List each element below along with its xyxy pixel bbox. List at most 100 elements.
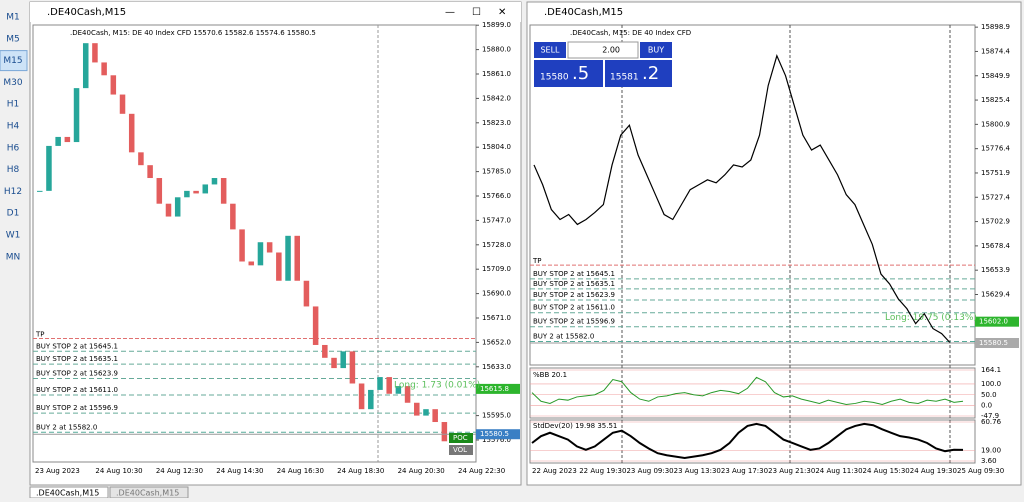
candle — [211, 178, 218, 185]
timeframe-button[interactable]: W1 — [6, 231, 21, 241]
price-label: 15776.4 — [981, 145, 1010, 153]
ask-box[interactable] — [605, 60, 672, 87]
sd-panel — [529, 419, 976, 464]
ask-small: .2 — [642, 63, 659, 84]
price-label: 15874.4 — [981, 47, 1010, 55]
candle — [230, 203, 236, 230]
sell-button[interactable] — [534, 42, 566, 58]
time-label: 24 Aug 18:30 — [337, 467, 384, 475]
price-label: 15747.0 — [482, 216, 511, 224]
price-label: 15709.0 — [482, 265, 511, 273]
price-label: 15690.0 — [482, 290, 511, 298]
candle — [202, 184, 209, 194]
order-label: BUY STOP 2 at 15635.1 — [533, 280, 615, 288]
indicator-line — [531, 376, 964, 406]
close[interactable]: ✕ — [498, 7, 506, 18]
candle — [432, 409, 438, 423]
candle — [46, 145, 52, 191]
chart-info: .DE40Cash, M15: DE 40 Index CFD — [570, 29, 691, 37]
bid-big: 15580 — [540, 73, 569, 83]
time-label: 24 Aug 16:30 — [277, 467, 324, 475]
price-label: 15727.4 — [981, 193, 1010, 201]
candle — [165, 203, 172, 217]
time-label: 23 Aug 17:30 — [721, 467, 768, 475]
timeframe-button[interactable]: MN — [6, 252, 21, 262]
order-label: BUY STOP 2 at 15611.0 — [36, 386, 118, 394]
timeframe-button[interactable]: M5 — [6, 34, 20, 44]
buy-button[interactable] — [640, 42, 672, 58]
candle — [303, 280, 310, 307]
time-label: 24 Aug 14:30 — [216, 467, 263, 475]
indicator-label: 60.76 — [981, 418, 1002, 426]
bid-small: .5 — [572, 63, 589, 84]
poc-label: POC — [453, 434, 468, 442]
candle — [414, 402, 420, 416]
time-label: 22 Aug 2023 — [532, 467, 577, 475]
bid-box[interactable] — [534, 60, 603, 87]
candle — [37, 190, 43, 192]
indicator-label: 100.0 — [981, 380, 1001, 388]
candle — [368, 389, 374, 410]
time-label: 23 Aug 21:30 — [768, 467, 815, 475]
vol-label: VOL — [453, 446, 467, 454]
order-label: BUY STOP 2 at 15623.9 — [533, 291, 615, 299]
price-label: 15825.4 — [981, 96, 1010, 104]
bb-panel — [529, 367, 976, 419]
timeframe-button[interactable]: H12 — [4, 187, 22, 197]
timeframe-button[interactable]: M1 — [6, 13, 20, 23]
timeframe-button[interactable]: H1 — [7, 100, 20, 110]
candle — [147, 165, 153, 179]
price-label: 15880.0 — [482, 46, 511, 54]
price-tag-label: 15580.5 — [979, 339, 1008, 347]
indicator-title: StdDev(20) 19.98 35.51 — [533, 422, 617, 430]
tab-label[interactable]: .DE40Cash,M15 — [36, 489, 99, 498]
price-label: 15728.0 — [482, 241, 511, 249]
indicator-label: -47.9 — [981, 412, 999, 420]
timeframe-button[interactable]: M15 — [3, 56, 22, 66]
candle — [128, 113, 135, 153]
order-label: BUY 2 at 15582.0 — [36, 423, 97, 431]
price-tag — [476, 383, 520, 394]
indicator-title: %BB 20.1 — [533, 371, 567, 379]
long-label: Long: 19.75 (0.13%) — [885, 313, 977, 323]
candle — [386, 377, 392, 394]
right-plot — [529, 24, 976, 366]
price-label: 15898.9 — [981, 23, 1010, 31]
lot-input[interactable] — [567, 41, 639, 59]
candle — [193, 190, 199, 194]
timeframe-button[interactable]: D1 — [7, 209, 20, 219]
timeframe-button[interactable]: M30 — [3, 78, 22, 88]
timeframe-button[interactable]: H6 — [7, 143, 20, 153]
order-label: BUY STOP 2 at 15611.0 — [533, 304, 615, 312]
order-label: BUY STOP 2 at 15645.1 — [533, 270, 615, 278]
sell-label[interactable]: SELL — [540, 46, 560, 55]
candle — [138, 152, 144, 166]
candle — [184, 190, 190, 198]
left-plot — [32, 24, 477, 463]
price-tag — [975, 338, 1019, 348]
candle — [294, 235, 300, 281]
tab-label[interactable]: .DE40Cash,M15 — [116, 489, 179, 498]
time-label: 24 Aug 19:30 — [910, 467, 957, 475]
time-label: 24 Aug 20:30 — [398, 467, 445, 475]
candle — [441, 422, 448, 442]
candle — [404, 386, 411, 403]
lot-value[interactable]: 2.00 — [602, 46, 620, 55]
timeframe-button[interactable]: H8 — [7, 165, 20, 175]
price-label: 15629.4 — [981, 290, 1010, 298]
indicator-label: 164.1 — [981, 366, 1001, 374]
time-label: 23 Aug 13:30 — [674, 467, 721, 475]
chart-info: .DE40Cash, M15: DE 40 Index CFD 15570.6 … — [70, 29, 316, 37]
time-label: 22 Aug 19:30 — [579, 467, 626, 475]
price-label: 15652.0 — [482, 338, 511, 346]
price-label: 15671.0 — [482, 314, 511, 322]
price-label: 15804.0 — [482, 143, 511, 151]
buy-label[interactable]: BUY — [648, 46, 664, 55]
minimize[interactable]: — — [445, 7, 455, 18]
maximize[interactable]: ☐ — [472, 7, 481, 18]
candle — [64, 136, 71, 143]
timeframe-button[interactable]: H4 — [7, 122, 20, 132]
toolbar-active — [0, 50, 28, 72]
candle — [101, 62, 107, 76]
